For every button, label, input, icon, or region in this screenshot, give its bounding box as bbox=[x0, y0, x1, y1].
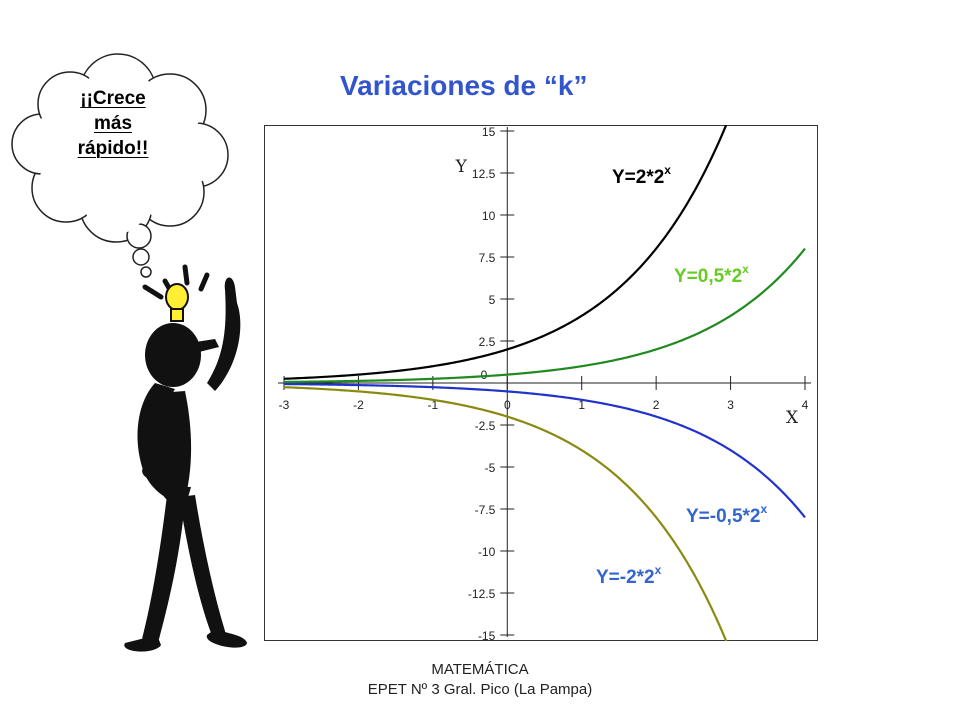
y-tick-label: -2.5 bbox=[475, 419, 496, 433]
x-tick-label: 0 bbox=[504, 398, 511, 412]
light-bulb-icon bbox=[165, 283, 189, 322]
series-line-3 bbox=[283, 382, 806, 519]
x-tick-label: -1 bbox=[428, 398, 439, 412]
y-tick-label: 12.5 bbox=[472, 167, 496, 181]
footer-school: EPET Nº 3 Gral. Pico (La Pampa) bbox=[367, 681, 593, 698]
y-tick-label: 10 bbox=[482, 209, 496, 223]
y-tick-label: 5 bbox=[489, 293, 496, 307]
y-axis-label: Y bbox=[455, 157, 468, 177]
x-tick-label: 3 bbox=[727, 398, 734, 412]
y-tick-label: -7.5 bbox=[475, 503, 496, 517]
bubble-line-3: rápido!! bbox=[77, 138, 149, 159]
footer: MATEMÁTICA EPET Nº 3 Gral. Pico (La Pamp… bbox=[0, 660, 960, 700]
y-tick-label: -15 bbox=[478, 629, 496, 641]
page-title: Variaciones de “k” bbox=[340, 70, 588, 101]
x-tick-label: 4 bbox=[802, 398, 809, 412]
y-tick-label-zero: 0 bbox=[481, 368, 488, 382]
series-line-1 bbox=[283, 125, 728, 380]
bubble-line-2: más bbox=[93, 113, 133, 134]
series-label-4: Y=-2*2x bbox=[596, 563, 662, 588]
x-tick-label: -3 bbox=[279, 398, 290, 412]
x-tick-label: 1 bbox=[578, 398, 585, 412]
y-tick-label: 2.5 bbox=[479, 335, 496, 349]
exponential-chart: -3 -2 -1 0 1 2 3 41512.5107.552.5-2.5-5-7.5-10-… bbox=[264, 125, 818, 641]
series-label-3: Y=-0,5*2x bbox=[686, 502, 767, 527]
y-tick-label: 7.5 bbox=[479, 251, 496, 265]
stick-figure-icon bbox=[124, 264, 247, 652]
y-tick-label: -10 bbox=[478, 545, 496, 559]
series-label-2: Y=0,5*2x bbox=[674, 262, 749, 287]
thought-bubble-text: ¡¡Crece más rápido!! bbox=[58, 86, 168, 161]
x-tick-label: -2 bbox=[353, 398, 364, 412]
series-line-2 bbox=[283, 247, 806, 384]
x-axis-label: X bbox=[786, 408, 799, 428]
footer-subject: MATEMÁTICA bbox=[431, 661, 529, 678]
thought-cloud-icon bbox=[11, 53, 229, 278]
y-tick-label: -12.5 bbox=[468, 587, 496, 601]
bubble-line-1: ¡¡Crece bbox=[80, 88, 146, 109]
y-tick-label: -5 bbox=[485, 461, 496, 475]
x-tick-label: 2 bbox=[653, 398, 660, 412]
series-label-1: Y=2*2x bbox=[612, 163, 671, 188]
y-tick-label: 15 bbox=[482, 125, 496, 139]
series-line-4 bbox=[283, 386, 728, 641]
